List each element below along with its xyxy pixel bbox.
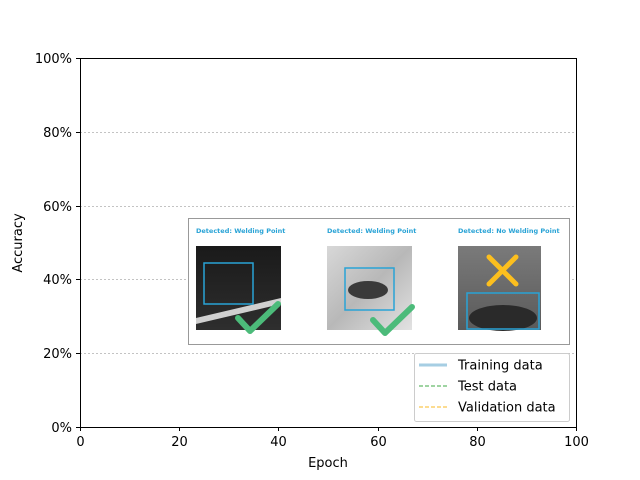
detection-box [466, 292, 540, 330]
panel-caption: Detected: Welding Point [327, 227, 416, 235]
x-axis-ticks: 0 20 40 60 80 100 [76, 427, 589, 450]
detection-inset: Detected: Welding Point Detected: Weldin… [188, 218, 570, 345]
inset-panel-1: Detected: Welding Point [196, 227, 285, 334]
x-tick-label: 100 [564, 435, 589, 450]
x-tick-label: 20 [171, 435, 188, 450]
weld-spot [348, 281, 388, 299]
x-axis-label: Epoch [308, 456, 348, 471]
detection-box [344, 267, 395, 311]
legend-label-training: Training data [457, 359, 543, 374]
panel-caption: Detected: Welding Point [196, 227, 285, 235]
detection-box [203, 262, 254, 305]
check-icon [370, 304, 415, 336]
y-axis-label: Accuracy [11, 213, 26, 273]
legend-frame [414, 353, 570, 422]
check-icon [235, 301, 281, 334]
legend-label-validation: Validation data [458, 401, 556, 416]
legend: Training data Test data Validation data [414, 353, 570, 422]
weld-seam [196, 298, 281, 324]
x-tick-label: 40 [270, 435, 287, 450]
panel-caption: Detected: No Welding Point [458, 227, 560, 235]
plot-frame [80, 58, 577, 428]
y-tick-label: 0% [51, 421, 72, 436]
x-tick-label: 80 [469, 435, 486, 450]
inset-panel-3: Detected: No Welding Point [458, 227, 560, 331]
legend-label-test: Test data [457, 380, 517, 395]
y-tick-label: 100% [35, 52, 72, 67]
x-tick-label: 60 [370, 435, 387, 450]
x-tick-label: 0 [76, 435, 84, 450]
y-tick-label: 40% [43, 273, 72, 288]
y-axis-ticks: 0% 20% 40% 60% 80% 100% [35, 52, 80, 436]
inset-panel-2: Detected: Welding Point [327, 227, 416, 336]
weld-spot [469, 305, 537, 331]
y-tick-label: 20% [43, 347, 72, 362]
y-tick-label: 80% [43, 126, 72, 141]
cross-icon [486, 254, 519, 287]
y-tick-label: 60% [43, 200, 72, 215]
